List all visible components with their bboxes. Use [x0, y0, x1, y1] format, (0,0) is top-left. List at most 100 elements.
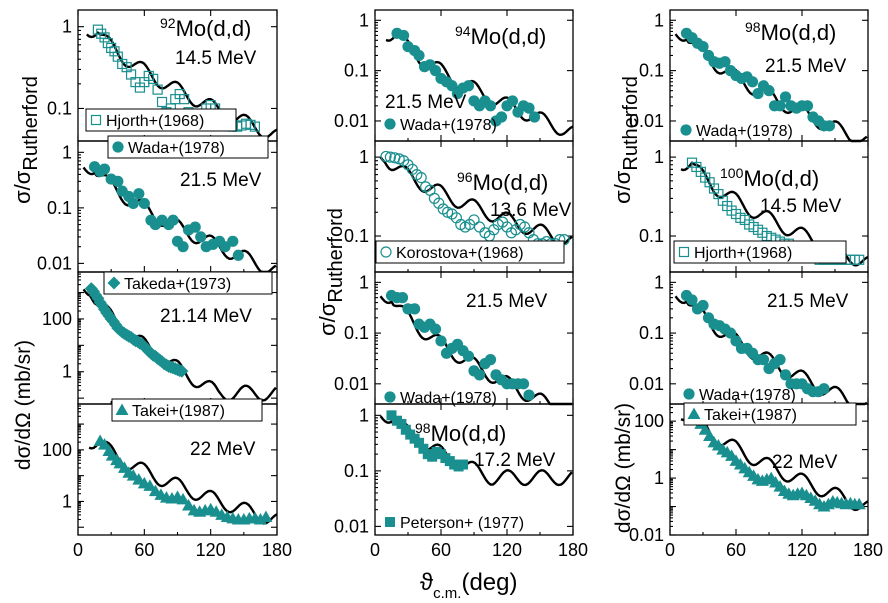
- data-point: [415, 171, 427, 184]
- data-point: [413, 49, 425, 62]
- x-tick-label: 120: [492, 540, 522, 560]
- reaction-label: 96Mo(d,d): [457, 169, 548, 195]
- data-point: [484, 100, 497, 112]
- y-axis-label: σ/σRutherford: [10, 76, 42, 204]
- energy-label: 14.5 MeV: [175, 48, 257, 69]
- y-tick-label: 0.01: [37, 253, 72, 273]
- y-tick-label: 100: [42, 440, 72, 460]
- data-point: [854, 254, 865, 265]
- y-tick-label: 0.1: [47, 198, 72, 218]
- energy-label: 22 MeV: [772, 452, 838, 473]
- y-tick-label: 0.01: [629, 525, 664, 545]
- y-tick-label: 1: [654, 147, 664, 167]
- data-point: [697, 299, 709, 312]
- data-point: [779, 369, 792, 381]
- energy-label: 21.5 MeV: [765, 56, 847, 77]
- data-point: [385, 517, 395, 527]
- y-tick-label: 0.1: [344, 226, 369, 246]
- data-point: [435, 335, 447, 347]
- data-series: [93, 434, 273, 525]
- data-point: [152, 84, 163, 95]
- legend-label: Wada+(1978): [400, 117, 497, 134]
- data-point: [523, 102, 535, 114]
- x-tick-label: 60: [134, 540, 154, 560]
- data-point: [156, 96, 168, 108]
- data-point: [523, 389, 535, 401]
- data-point: [683, 388, 695, 400]
- legend-box: [107, 135, 269, 159]
- y-tick-label: 1: [359, 405, 369, 425]
- data-point: [259, 510, 273, 522]
- data-point: [176, 492, 190, 505]
- data-point: [506, 95, 519, 107]
- data-point: [801, 100, 814, 112]
- y-tick-label: 1: [359, 272, 369, 292]
- data-point: [774, 354, 786, 366]
- theory-curve: [379, 295, 572, 406]
- legend-label: Wada+(1978): [128, 140, 225, 157]
- y-tick-label: 1: [62, 142, 72, 162]
- y-tick-label: 0.1: [639, 226, 664, 246]
- panel-mo94-21.5: 1 0.1 0.01 94Mo(d,d) 21.5 MeV Wada+(1978): [334, 9, 574, 142]
- energy-label: 14.5 MeV: [760, 196, 842, 217]
- legend-label: Wada+(1978): [400, 390, 497, 407]
- data-point: [429, 323, 442, 335]
- data-point: [386, 410, 397, 421]
- y-tick-label: 1: [62, 362, 72, 382]
- energy-label: 21.14 MeV: [160, 306, 252, 327]
- data-point: [380, 150, 392, 163]
- data-point: [179, 94, 190, 105]
- data-point: [774, 100, 786, 112]
- data-point: [384, 118, 396, 130]
- data-point: [687, 407, 701, 419]
- data-point: [746, 76, 759, 88]
- x-axis-label: ϑc.m.(deg): [420, 569, 518, 602]
- legend-label: Wada+(1978): [699, 387, 796, 404]
- data-point: [429, 65, 442, 77]
- x-tick-label: 180: [262, 540, 292, 560]
- data-point: [127, 197, 139, 210]
- data-point: [107, 276, 121, 290]
- data-point: [779, 91, 792, 103]
- legend-label: Hjorth+(1968): [106, 113, 204, 130]
- data-point: [112, 175, 124, 187]
- panel-mo92-21.14: 100 1 21.14 MeV Takeda+(1973): [42, 271, 278, 405]
- y-tick-label: 1: [654, 272, 664, 292]
- y-tick-label: 1: [359, 147, 369, 167]
- y-tick-label: 0.1: [344, 323, 369, 343]
- data-point: [227, 235, 239, 247]
- plot-frame: [77, 403, 278, 536]
- data-point: [167, 214, 179, 226]
- y-axis-label: σ/σRutherford: [610, 76, 642, 204]
- legend-label: Peterson+ (1977): [400, 515, 524, 532]
- data-point: [396, 418, 407, 429]
- legend-label: Hjorth+(1968): [694, 245, 792, 262]
- energy-label: 22 MeV: [190, 439, 256, 460]
- data-point: [418, 443, 429, 454]
- data-point: [396, 292, 409, 304]
- data-point: [484, 354, 497, 366]
- y-tick-label: 0.1: [344, 461, 369, 481]
- data-point: [232, 249, 244, 261]
- data-point: [109, 46, 120, 57]
- data-point: [175, 364, 189, 378]
- data-series: [680, 27, 836, 132]
- y-tick-label: 0.1: [47, 98, 72, 118]
- energy-label: 17.2 MeV: [474, 450, 556, 471]
- panel-mo100-22: 100 1 0.01 22 MeV Takei+(1987): [629, 402, 869, 545]
- legend-label: Takeda+(1973): [124, 276, 231, 293]
- y-axis-label: σ/σRutherford: [315, 208, 347, 336]
- data-point: [384, 151, 396, 163]
- data-point: [182, 498, 196, 511]
- data-point: [133, 188, 145, 200]
- energy-label: 21.5 MeV: [180, 170, 262, 191]
- y-tick-label: 0.1: [639, 323, 664, 343]
- y-axis-label: dσ/dΩ (mb/sr): [612, 403, 635, 533]
- x-tick-label: 120: [787, 540, 817, 560]
- reaction-label: 98Mo(d,d): [745, 19, 836, 45]
- data-point: [148, 73, 159, 84]
- y-tick-label: 0.01: [334, 516, 369, 536]
- data-series: [84, 282, 189, 378]
- x-tick-label: 60: [726, 540, 746, 560]
- legend-box: [111, 398, 263, 422]
